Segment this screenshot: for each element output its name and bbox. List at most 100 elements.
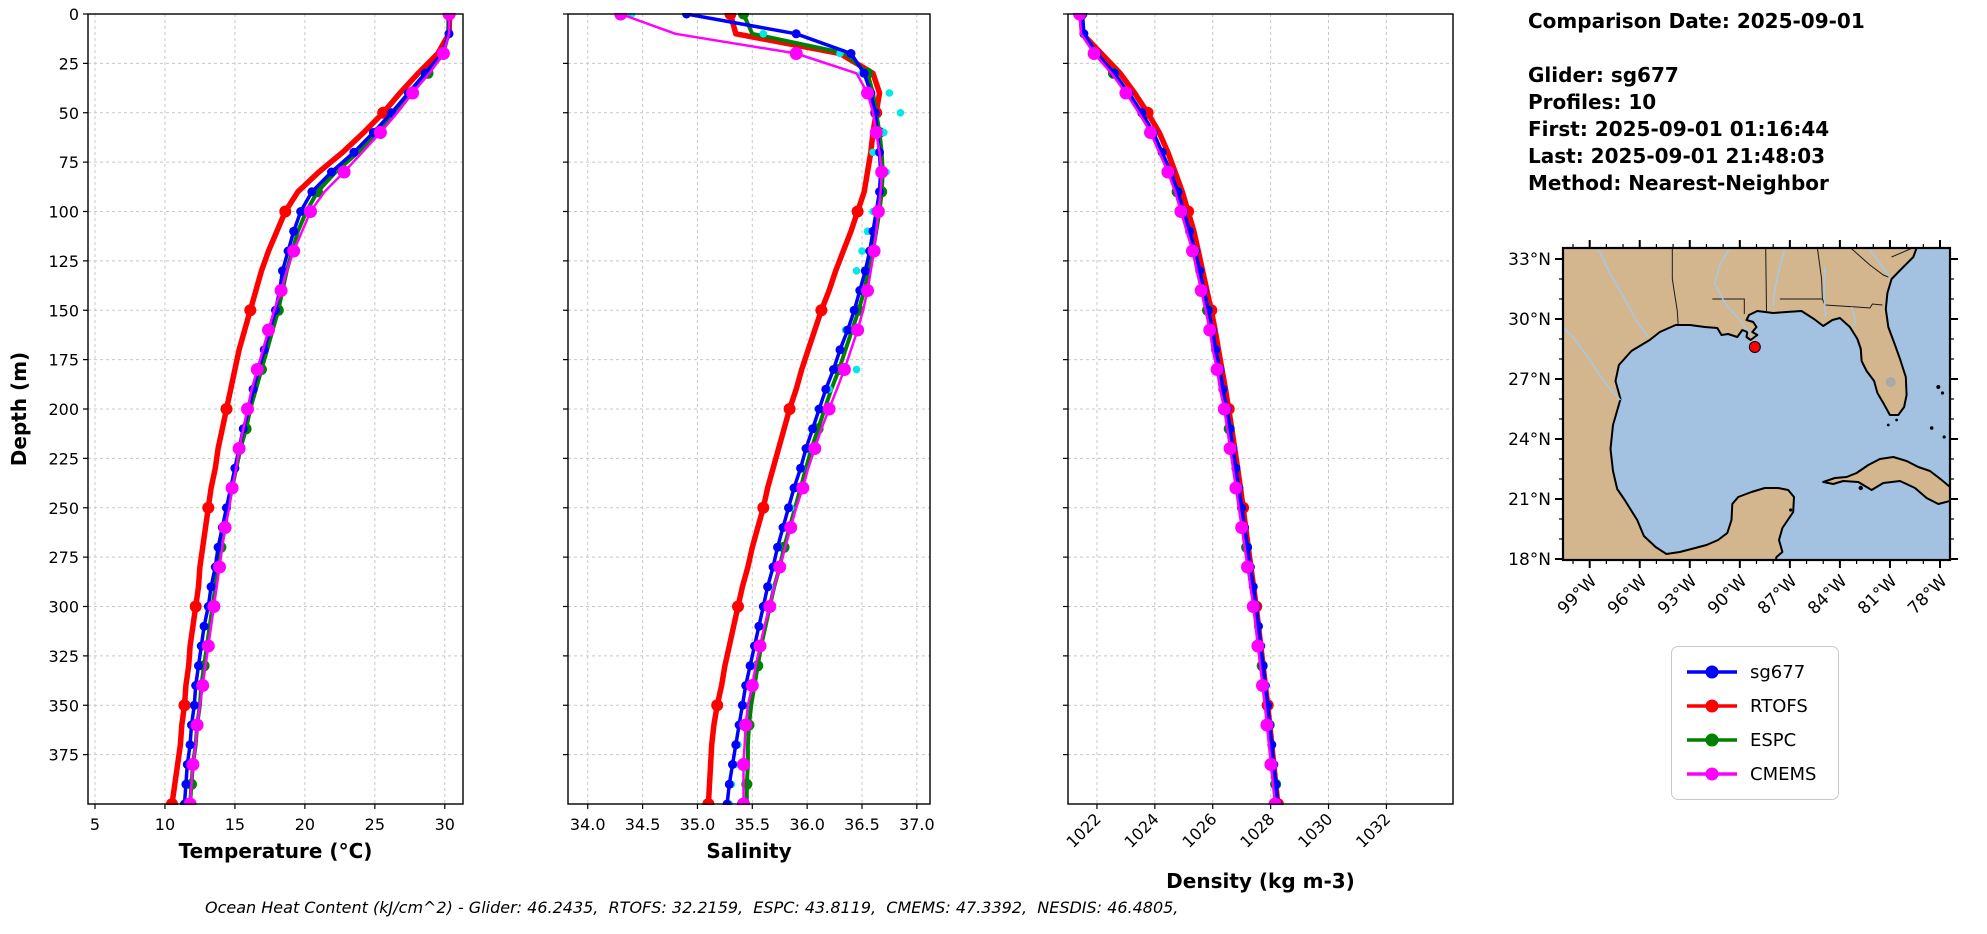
islet xyxy=(1886,423,1890,427)
islet xyxy=(1936,385,1941,389)
svg-text:30: 30 xyxy=(435,815,455,834)
svg-text:36.5: 36.5 xyxy=(844,815,880,834)
state-border xyxy=(1816,248,1823,300)
svg-text:100: 100 xyxy=(48,203,79,222)
map-lon-tick-label: 93°W xyxy=(1654,571,1701,618)
svg-text:250: 250 xyxy=(48,499,79,518)
series-rtofs xyxy=(166,13,456,805)
river xyxy=(1563,326,1622,401)
legend-label: sg677 xyxy=(1750,661,1806,683)
svg-text:75: 75 xyxy=(59,153,79,172)
info-panel: Comparison Date: 2025-09-01 Glider: sg67… xyxy=(1528,8,1978,197)
svg-text:35.5: 35.5 xyxy=(734,815,770,834)
svg-text:35.0: 35.0 xyxy=(680,815,716,834)
svg-text:175: 175 xyxy=(48,351,79,370)
map-lat-tick-label: 21°N xyxy=(1508,490,1551,510)
river xyxy=(1597,248,1649,338)
svg-text:375: 375 xyxy=(48,746,79,765)
series-cmems xyxy=(183,13,456,805)
svg-text:325: 325 xyxy=(48,647,79,666)
map-lon-tick-label: 99°W xyxy=(1554,571,1601,618)
last-time-line: Last: 2025-09-01 21:48:03 xyxy=(1528,144,1826,168)
islet xyxy=(1789,508,1793,512)
legend-label: RTOFS xyxy=(1750,695,1808,717)
svg-text:34.5: 34.5 xyxy=(625,815,661,834)
svg-text:350: 350 xyxy=(48,696,79,715)
islet xyxy=(1942,435,1946,439)
svg-text:1030: 1030 xyxy=(1294,809,1336,851)
state-border xyxy=(1891,248,1913,258)
temperature-profile-xlabel: Temperature (°C) xyxy=(179,839,373,863)
svg-text:1024: 1024 xyxy=(1120,809,1162,851)
map-lon-tick-label: 84°W xyxy=(1804,571,1851,618)
svg-text:10: 10 xyxy=(155,815,175,834)
svg-text:1022: 1022 xyxy=(1063,809,1105,851)
legend-item-espc: ESPC xyxy=(1684,723,1838,757)
glider-id-line: Glider: sg677 xyxy=(1528,63,1679,87)
islet xyxy=(1895,418,1899,422)
map-lat-tick-label: 33°N xyxy=(1508,250,1551,270)
legend-label: ESPC xyxy=(1750,729,1797,751)
river xyxy=(1714,248,1753,336)
islet xyxy=(1929,426,1934,430)
legend-line-marker-icon xyxy=(1687,767,1737,781)
svg-text:25: 25 xyxy=(365,815,385,834)
svg-text:15: 15 xyxy=(225,815,245,834)
svg-text:34.0: 34.0 xyxy=(570,815,606,834)
salinity-profile-chart: 34.0 34.5 35.0 35.5 36.0 36.5 37.0 Salinity xyxy=(563,13,935,863)
islet xyxy=(1858,485,1863,491)
state-border xyxy=(1779,298,1883,309)
legend: sg677 RTOFS ESPC CMEMS xyxy=(1671,646,1839,800)
svg-text:50: 50 xyxy=(59,104,79,123)
map-lon-tick-label: 87°W xyxy=(1754,571,1801,618)
svg-text:125: 125 xyxy=(48,252,79,271)
svg-text:150: 150 xyxy=(48,301,79,320)
legend-label: CMEMS xyxy=(1750,763,1817,785)
state-border xyxy=(1765,248,1767,313)
map-lat-tick-label: 18°N xyxy=(1508,550,1551,570)
svg-text:5: 5 xyxy=(90,815,100,834)
river xyxy=(1823,266,1827,318)
glider-location-marker xyxy=(1748,341,1761,353)
map-lat-tick-label: 30°N xyxy=(1508,310,1551,330)
land-polygon xyxy=(1563,248,1918,560)
state-border xyxy=(1850,248,1889,278)
svg-text:1032: 1032 xyxy=(1352,809,1394,851)
river xyxy=(1850,306,1857,329)
map-lat-tick-label: 27°N xyxy=(1508,370,1551,390)
svg-text:275: 275 xyxy=(48,548,79,567)
salinity-profile-xlabel: Salinity xyxy=(706,839,791,863)
map-lon-tick-label: 90°W xyxy=(1704,571,1751,618)
profiles-line: Profiles: 10 xyxy=(1528,90,1657,114)
islet xyxy=(1940,391,1945,395)
density-profile-chart: 1022 1024 1026 1028 1030 1032 Density (kg m-3) xyxy=(1063,13,1454,893)
map-lon-tick-label: 81°W xyxy=(1854,571,1901,618)
first-time-line: First: 2025-09-01 01:16:44 xyxy=(1528,117,1830,141)
legend-line-marker-icon xyxy=(1687,699,1737,713)
river xyxy=(1772,248,1786,308)
series-cmems xyxy=(1073,13,1282,805)
river xyxy=(1867,248,1890,277)
svg-text:25: 25 xyxy=(59,54,79,73)
svg-text:20: 20 xyxy=(295,815,315,834)
svg-text:1026: 1026 xyxy=(1178,809,1220,851)
legend-item-sg677: sg677 xyxy=(1684,655,1838,689)
ocean-heat-content-note: Ocean Heat Content (kJ/cm^2) - Glider: 4… xyxy=(205,898,1179,917)
lake-okeechobee xyxy=(1885,377,1896,387)
land-polygon xyxy=(1822,456,1950,505)
svg-text:300: 300 xyxy=(48,598,79,617)
legend-item-rtofs: RTOFS xyxy=(1684,689,1838,723)
svg-text:200: 200 xyxy=(48,400,79,419)
method-line: Method: Nearest-Neighbor xyxy=(1528,171,1829,195)
map-lon-tick-label: 96°W xyxy=(1604,571,1651,618)
svg-text:1028: 1028 xyxy=(1236,809,1278,851)
map-lat-tick-label: 24°N xyxy=(1508,430,1551,450)
temperature-profile-chart: 5 10 15 20 25 300 25 50 75 100 125 150 175 200 225 250 2… xyxy=(7,5,464,863)
svg-text:36.0: 36.0 xyxy=(789,815,825,834)
svg-text:225: 225 xyxy=(48,449,79,468)
svg-text:37.0: 37.0 xyxy=(899,815,935,834)
series-cmems xyxy=(614,13,889,805)
state-border xyxy=(1671,248,1679,325)
